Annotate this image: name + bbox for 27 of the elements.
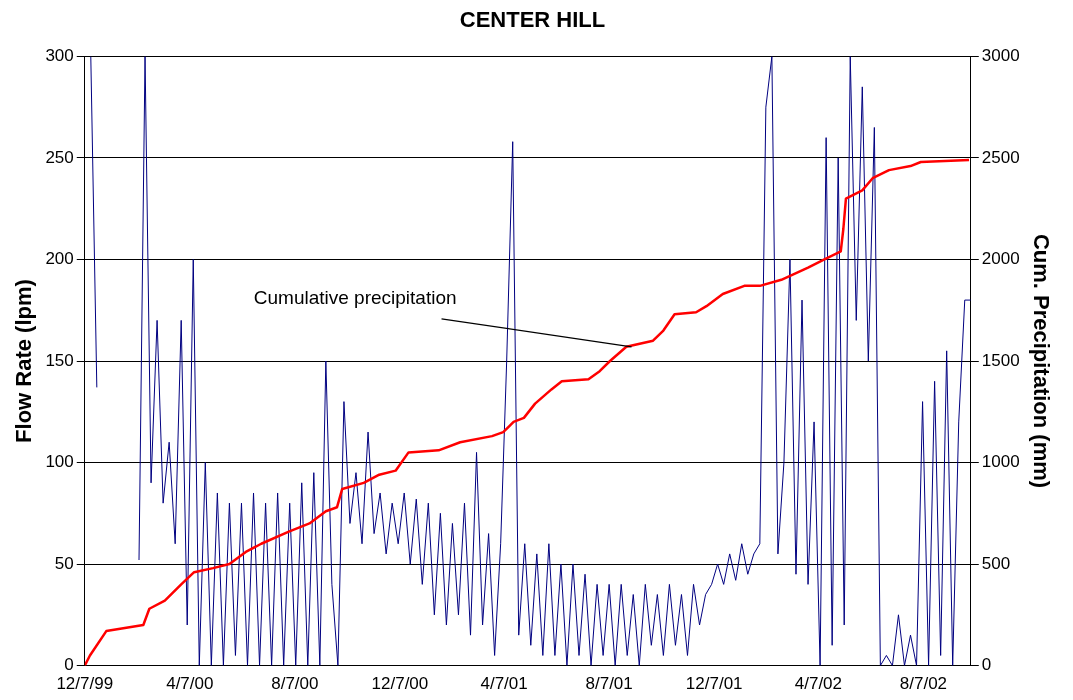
y-tick-label: 0 [64, 655, 74, 675]
y2-tick-label: 2500 [981, 147, 1020, 167]
y-tick-label: 200 [45, 249, 74, 269]
x-tick-label: 12/7/01 [685, 674, 743, 694]
x-tick-label: 12/7/00 [371, 674, 429, 694]
y2-tick-label: 1500 [981, 350, 1020, 370]
x-tick-label: 4/7/02 [794, 674, 843, 694]
y-tick-label: 250 [45, 147, 74, 167]
x-tick-label: 8/7/00 [271, 674, 319, 694]
x-tick-label: 8/7/01 [585, 674, 633, 694]
y-tick-label: 150 [45, 350, 74, 370]
y2-tick-label: 1000 [981, 452, 1020, 472]
y2-tick-label: 0 [981, 655, 992, 675]
y2-axis-title: Cum. Precipitation (mm) [1028, 233, 1054, 489]
x-tick-label: 12/7/99 [56, 674, 114, 694]
x-tick-label: 4/7/00 [166, 674, 214, 694]
y2-tick-label: 2000 [981, 249, 1020, 269]
y-tick-label: 50 [54, 553, 74, 573]
chart-title: CENTER HILL [459, 7, 606, 33]
x-tick-label: 4/7/01 [480, 674, 528, 694]
y-axis-title: Flow Rate (lpm) [11, 279, 37, 443]
y-tick-label: 100 [45, 452, 74, 472]
y2-tick-label: 3000 [981, 46, 1020, 66]
y2-tick-label: 500 [981, 553, 1011, 573]
annotation: Cumulative precipitation [253, 287, 457, 309]
y-tick-label: 300 [45, 46, 74, 66]
x-tick-label: 8/7/02 [899, 674, 948, 694]
